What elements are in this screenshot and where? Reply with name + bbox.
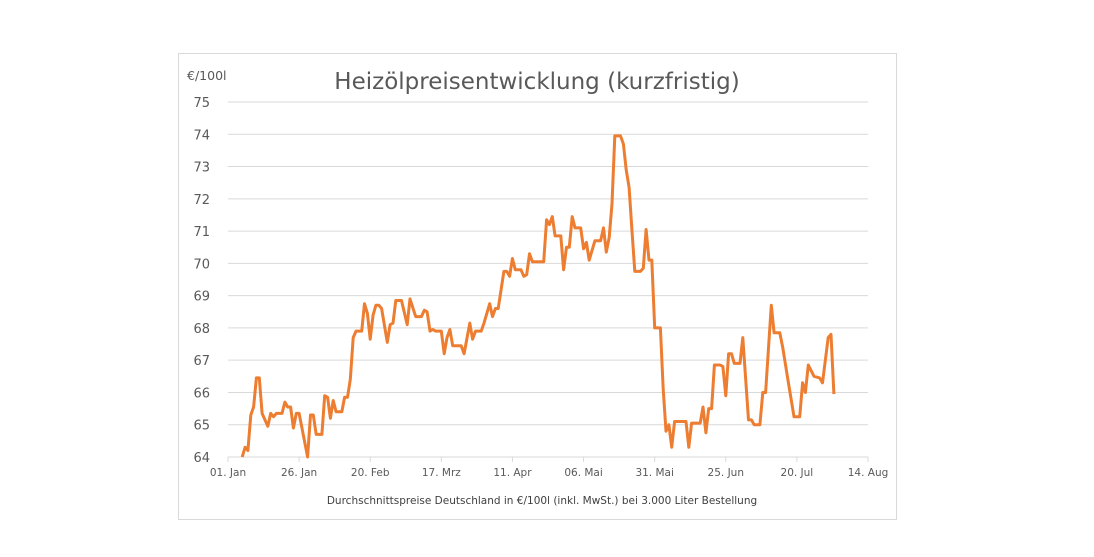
x-tick-label: 20. Jul	[781, 467, 814, 479]
y-tick-label: 64	[193, 451, 210, 466]
y-tick-label: 66	[193, 386, 210, 401]
y-tick-label: 65	[193, 419, 210, 434]
x-tick-label: 14. Aug	[848, 467, 889, 479]
y-tick-label: 67	[193, 354, 210, 369]
x-tick-label: 26. Jan	[281, 467, 317, 479]
y-tick-labels: 64 65 66 67 68 69 70 71 72 73 74 75	[193, 96, 210, 466]
x-tick-labels: 01. Jan 26. Jan 20. Feb 17. Mrz 11. Apr 06. M…	[210, 467, 888, 479]
price-line	[240, 134, 836, 459]
y-tick-label: 72	[193, 193, 210, 208]
y-tick-label: 75	[193, 96, 210, 111]
y-tick-label: 74	[193, 128, 210, 143]
x-tick-label: 11. Apr	[493, 467, 532, 479]
y-tick-label: 69	[193, 290, 210, 305]
y-axis-unit: €/100l	[187, 68, 227, 83]
x-tick-label: 06. Mai	[564, 467, 602, 479]
x-tick-label: 20. Feb	[351, 467, 390, 479]
gridlines	[227, 101, 869, 462]
x-tick-label: 01. Jan	[210, 467, 246, 479]
x-tick-label: 31. Mai	[635, 467, 673, 479]
x-tick-label: 17. Mrz	[422, 467, 461, 479]
x-axis-caption: Durchschnittspreise Deutschland in €/100…	[327, 495, 757, 507]
y-tick-label: 70	[193, 257, 210, 272]
chart-frame	[178, 53, 897, 520]
chart-title: Heizölpreisentwicklung (kurzfristig)	[334, 69, 739, 95]
y-tick-label: 73	[193, 161, 210, 176]
x-tick-label: 25. Jun	[708, 467, 744, 479]
y-tick-label: 71	[193, 225, 210, 240]
y-tick-label: 68	[193, 322, 210, 337]
